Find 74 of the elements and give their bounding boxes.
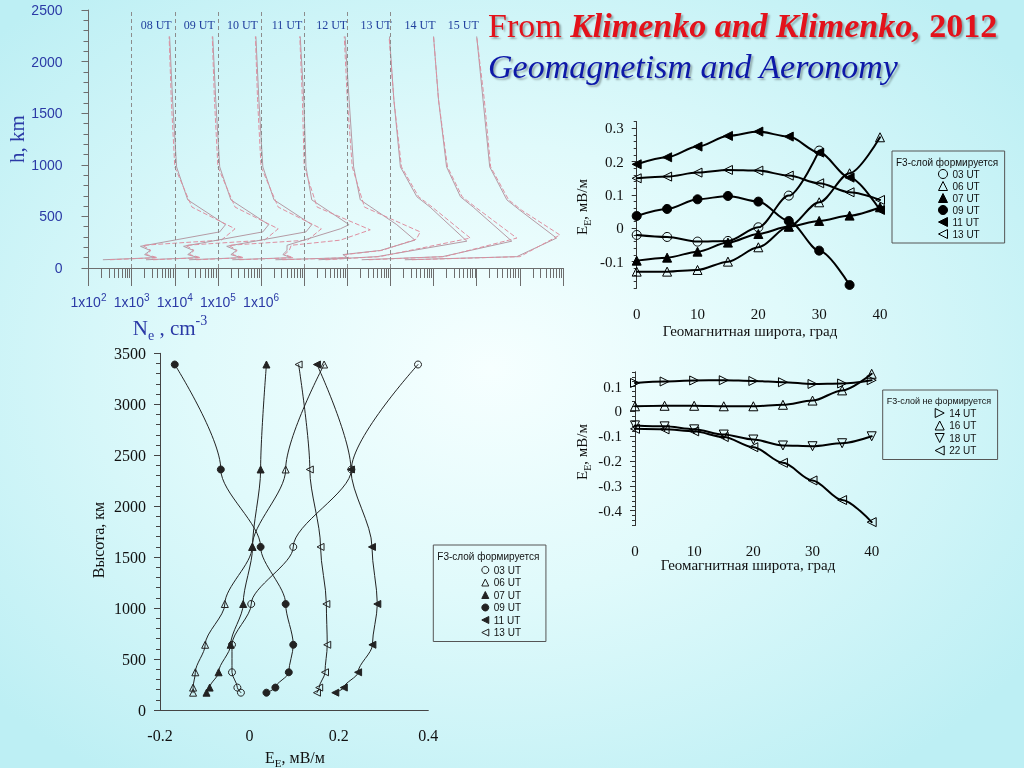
y-tick-label: 500: [39, 208, 63, 225]
x-tick-label: -0.2: [147, 726, 173, 744]
x-axis-title: Геомагнитная широта, град: [660, 557, 836, 573]
legend-title: F3-слой не формируется: [886, 395, 992, 406]
series-label: 12 UT: [316, 17, 348, 32]
y-tick-label: -0.2: [598, 453, 622, 470]
y-tick-label: 0.2: [604, 153, 624, 170]
x-tick-label: 20: [750, 305, 766, 322]
series-label: 13 UT: [360, 17, 393, 32]
x-tick-label: 0.2: [328, 726, 349, 744]
x-tick-label: 40: [864, 543, 880, 560]
y-tick-label: 0.3: [604, 120, 624, 137]
legend-label: 14 UT: [949, 407, 977, 419]
y-tick-label: -0.3: [598, 477, 622, 494]
legend-label: 07 UT: [952, 192, 980, 204]
y-tick-label: 1000: [114, 599, 146, 617]
y-tick-label: 3000: [114, 395, 146, 413]
legend-title: F3-слой формируется: [896, 156, 999, 168]
legend-label: 03 UT: [952, 168, 980, 180]
series-label: 14 UT: [404, 17, 437, 32]
series-label: 09 UT: [183, 17, 216, 32]
y-tick-label: 3500: [114, 344, 146, 362]
series-label: 08 UT: [140, 17, 173, 32]
y-tick-label: -0.1: [599, 253, 624, 270]
legend-label: 03 UT: [493, 564, 522, 576]
y-tick-label: 2000: [114, 497, 146, 515]
legend-label: 09 UT: [952, 204, 980, 216]
series-label: 10 UT: [226, 17, 259, 32]
y-axis-title: h, km: [5, 115, 29, 163]
legend-label: 16 UT: [949, 420, 977, 431]
y-tick-label: 500: [122, 650, 146, 668]
y-tick-label: 0.1: [603, 378, 622, 395]
y-tick-label: 0: [614, 403, 622, 420]
legend-label: 13 UT: [952, 228, 980, 240]
series-label: 15 UT: [447, 17, 480, 32]
y-tick-label: 1000: [31, 156, 63, 173]
y-tick-label: 0: [616, 220, 624, 237]
legend-title: F3-слой формируется: [437, 550, 540, 562]
x-tick-label: 0: [631, 543, 639, 560]
y-tick-label: -0.1: [598, 428, 622, 445]
y-tick-label: 1500: [31, 105, 63, 122]
x-tick-label: 20: [745, 543, 761, 560]
x-tick-label: 30: [805, 543, 821, 560]
y-tick-label: 0: [54, 260, 63, 276]
legend-label: 06 UT: [493, 577, 522, 588]
y-tick-label: 2500: [31, 2, 63, 18]
legend-label: 07 UT: [493, 589, 522, 601]
legend-label: 09 UT: [493, 602, 522, 613]
y-axis-title: EE, мВ/м: [574, 178, 593, 235]
x-tick-label: 10: [690, 305, 706, 322]
y-tick-label: 0.1: [604, 186, 624, 203]
series-label: 11 UT: [271, 17, 303, 32]
legend-label: 06 UT: [952, 180, 980, 192]
x-tick-label: 10: [686, 543, 702, 560]
legend-label: 11 UT: [493, 614, 521, 626]
x-tick-label: 0: [245, 726, 254, 744]
legend-label: 11 UT: [952, 216, 979, 228]
y-axis-title: Высота, км: [89, 501, 107, 579]
legend-label: 18 UT: [949, 432, 977, 444]
x-tick-label: 40: [872, 305, 888, 322]
x-tick-label: 0: [632, 305, 641, 322]
annotation: Geomagnetism and Aeronomy: [488, 47, 898, 87]
annotation: From Klimenko and Klimenko, 2012: [488, 7, 998, 44]
y-axis-title: EE, мВ/м: [574, 423, 593, 480]
x-axis-title: Геомагнитная широта, град: [662, 323, 838, 339]
y-tick-label: 2500: [114, 446, 146, 464]
legend-label: 22 UT: [949, 445, 977, 456]
y-tick-label: 2000: [31, 53, 63, 70]
x-tick-label: 30: [811, 305, 827, 322]
y-tick-label: 0: [138, 701, 146, 719]
y-tick-label: -0.4: [598, 502, 623, 519]
legend-label: 13 UT: [493, 627, 522, 638]
y-tick-label: 1500: [114, 548, 146, 566]
x-tick-label: 0.4: [418, 726, 439, 744]
